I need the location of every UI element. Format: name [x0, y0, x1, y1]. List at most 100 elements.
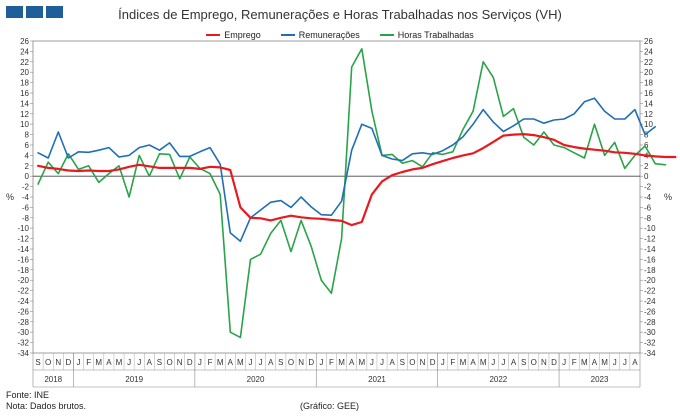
x-tick-label-month: O — [409, 358, 415, 367]
y-tick-label-right: 26 — [644, 37, 653, 46]
y-tick-label-right: -24 — [644, 297, 656, 306]
x-tick-label-month: F — [86, 358, 91, 367]
y-tick-label-left: -34 — [17, 349, 29, 358]
y-tick-label-left: 24 — [20, 47, 29, 56]
x-tick-label-month: O — [288, 358, 294, 367]
x-tick-label-month: J — [491, 358, 495, 367]
y-tick-label-left: -2 — [22, 183, 30, 192]
logo-block — [6, 6, 23, 18]
legend-swatch-remuneracoes — [280, 34, 295, 36]
x-tick-label-month: A — [511, 358, 517, 367]
legend-swatch-horas — [379, 34, 394, 36]
x-tick-label-month: N — [55, 358, 61, 367]
x-tick-label-month: A — [106, 358, 112, 367]
x-tick-label-month: J — [441, 358, 445, 367]
y-tick-label-left: -12 — [17, 235, 29, 244]
x-tick-label-month: M — [116, 358, 123, 367]
y-tick-label-right: -2 — [644, 183, 652, 192]
x-tick-label-month: M — [601, 358, 608, 367]
x-tick-label-month: J — [562, 358, 566, 367]
x-tick-label-month: F — [329, 358, 334, 367]
y-tick-label-left: 16 — [20, 89, 29, 98]
legend-label-horas: Horas Trabalhadas — [397, 30, 474, 40]
y-tick-label-left: -30 — [17, 328, 29, 337]
y-tick-label-left: -16 — [17, 255, 29, 264]
x-tick-label-month: M — [460, 358, 467, 367]
y-tick-label-right: -20 — [644, 276, 656, 285]
legend-label-emprego: Emprego — [224, 30, 261, 40]
x-tick-label-month: M — [95, 358, 102, 367]
x-tick-label-month: D — [187, 358, 193, 367]
y-tick-label-right: -12 — [644, 235, 656, 244]
y-tick-label-right: -18 — [644, 266, 656, 275]
y-tick-label-right: -4 — [644, 193, 652, 202]
x-tick-label-year: 2023 — [591, 375, 609, 384]
x-tick-label-month: M — [358, 358, 365, 367]
x-tick-label-year: 2019 — [125, 375, 143, 384]
x-tick-label-month: J — [623, 358, 627, 367]
y-axis-label-left: % — [6, 192, 14, 202]
chart-legend: Emprego Remunerações Horas Trabalhadas — [0, 30, 680, 40]
y-tick-label-right: 6 — [644, 141, 649, 150]
y-tick-label-left: -28 — [17, 318, 29, 327]
x-tick-label-month: N — [541, 358, 547, 367]
x-tick-label-month: A — [268, 358, 274, 367]
y-tick-label-left: -18 — [17, 266, 29, 275]
y-axis-label-right: % — [664, 192, 672, 202]
y-tick-label-right: -26 — [644, 307, 656, 316]
x-tick-label-month: M — [338, 358, 345, 367]
x-tick-label-month: J — [198, 358, 202, 367]
x-tick-label-month: N — [177, 358, 183, 367]
y-tick-label-right: -10 — [644, 224, 656, 233]
series-line-horas-trabalhadas — [37, 47, 667, 339]
data-note: Nota: Dados brutos. — [6, 401, 87, 411]
y-tick-label-right: 0 — [644, 172, 649, 181]
x-tick-label-month: M — [217, 358, 224, 367]
x-tick-label-month: A — [592, 358, 598, 367]
x-tick-label-year: 2018 — [44, 375, 62, 384]
y-tick-label-left: 0 — [25, 172, 30, 181]
x-tick-label-month: D — [551, 358, 557, 367]
x-tick-label-month: J — [127, 358, 131, 367]
y-tick-label-left: 22 — [20, 58, 29, 67]
y-tick-label-right: -8 — [644, 214, 652, 223]
y-tick-label-left: -26 — [17, 307, 29, 316]
y-tick-label-left: 2 — [25, 162, 30, 171]
y-tick-label-right: 20 — [644, 68, 653, 77]
chart-credit: (Gráfico: GEE) — [300, 401, 360, 411]
legend-label-remuneracoes: Remunerações — [298, 30, 360, 40]
x-tick-label-month: J — [319, 358, 323, 367]
x-tick-label-month: N — [420, 358, 426, 367]
y-tick-label-right: 18 — [644, 79, 653, 88]
x-tick-label-month: M — [581, 358, 588, 367]
x-tick-label-month: D — [308, 358, 314, 367]
series-line-remuneracoes — [37, 97, 657, 242]
y-tick-label-right: 10 — [644, 120, 653, 129]
y-tick-label-left: 20 — [20, 68, 29, 77]
y-tick-label-right: -28 — [644, 318, 656, 327]
plot-area — [32, 40, 641, 354]
y-tick-label-left: -8 — [22, 214, 30, 223]
x-tick-label-month: M — [237, 358, 244, 367]
legend-item-horas: Horas Trabalhadas — [379, 30, 474, 40]
y-tick-label-left: -22 — [17, 287, 29, 296]
x-tick-label-year: 2022 — [489, 375, 507, 384]
x-tick-label-month: J — [259, 358, 263, 367]
x-tick-label-month: M — [480, 358, 487, 367]
y-tick-label-right: -22 — [644, 287, 656, 296]
x-tick-label-month: A — [349, 358, 355, 367]
x-tick-label-month: J — [380, 358, 384, 367]
legend-item-remuneracoes: Remunerações — [280, 30, 360, 40]
x-tick-label-month: J — [613, 358, 617, 367]
x-tick-label-month: S — [157, 358, 162, 367]
y-tick-label-left: 12 — [20, 110, 29, 119]
x-tick-label-month: S — [521, 358, 526, 367]
y-tick-label-left: 26 — [20, 37, 29, 46]
x-tick-label-month: O — [166, 358, 172, 367]
legend-swatch-emprego — [206, 34, 221, 36]
x-tick-label-month: J — [249, 358, 253, 367]
y-tick-label-left: -24 — [17, 297, 29, 306]
y-tick-label-left: -14 — [17, 245, 29, 254]
y-tick-label-left: -4 — [22, 193, 30, 202]
y-tick-label-right: 14 — [644, 99, 653, 108]
